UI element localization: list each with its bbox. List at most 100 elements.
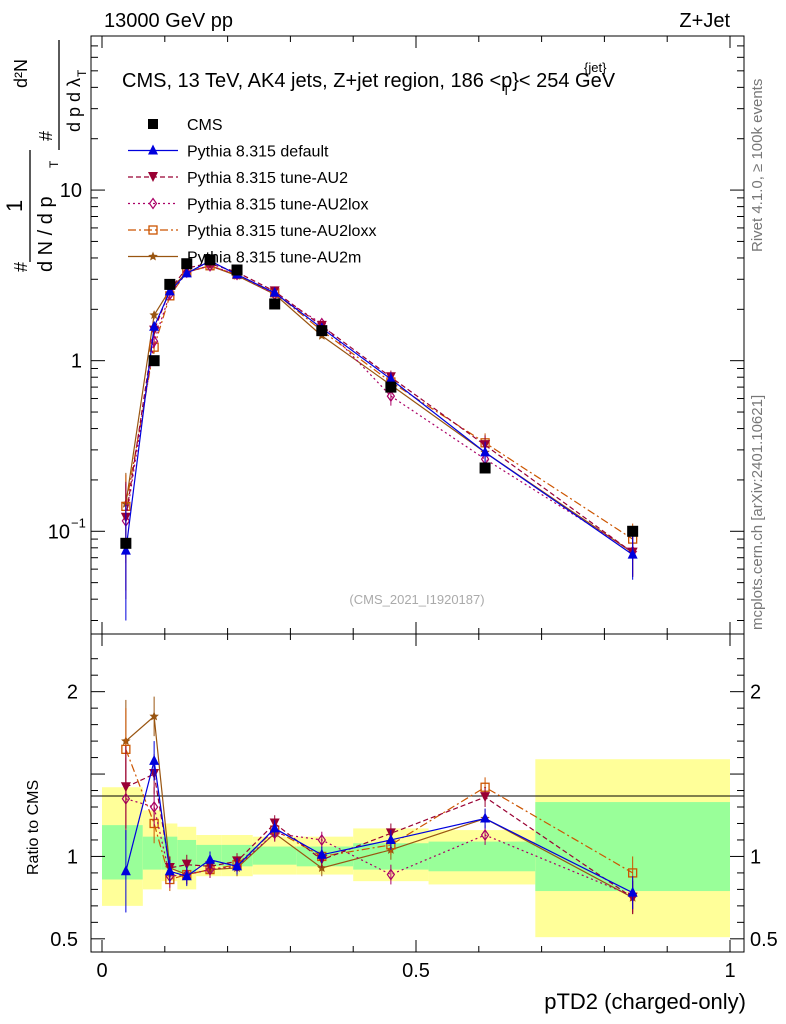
point-au2lox [386,390,396,403]
point-au2lox [149,335,159,348]
header-right: Z+Jet [679,10,730,32]
point-cms [204,254,216,266]
point-default [385,373,396,384]
ylabel-frac2-num: d²N [11,59,31,88]
y-bottom-tick-label: 0.5 [50,929,78,951]
point-cms [269,298,281,310]
series-line-default [125,260,634,556]
ylabel-sub-T1: T [47,160,61,168]
ratio-point-default [316,848,327,859]
ylabel-hash-num: # [36,131,56,141]
header-left: 13000 GeV pp [104,10,233,32]
legend-label-au2m: Pythia 8.315 tune-AU2m [187,250,361,267]
point-default [627,548,638,559]
legend-label-au2: Pythia 8.315 tune-AU2 [187,170,348,187]
legend-marker-au2lox [148,197,158,210]
ratio-point-au2lox [386,868,396,881]
point-cms [181,258,193,270]
point-au2m [149,310,159,320]
ylabel-sub-T2: T [75,69,89,77]
point-default [164,285,175,296]
point-default [120,544,131,555]
point-cms [148,355,160,367]
title-sup: {jet} [584,60,607,75]
band-inner-0 [102,825,143,880]
ratio-point-default [164,865,175,876]
band-inner-6 [252,846,297,865]
ratio-point-default [480,812,491,823]
ratio-line-au2loxx [125,749,633,881]
y-bottom-tick-label: 2 [67,682,78,704]
legend-marker-au2loxx [148,225,158,235]
plot-title: CMS, 13 TeV, AK4 jets, Z+jet region, 186… [122,70,616,98]
band-inner-9 [428,841,536,872]
series-line-au2lox [125,265,633,553]
legend-label-default: Pythia 8.315 default [187,144,329,161]
analysis-watermark: (CMS_2021_I1920187) [349,592,484,607]
y-bottom-tick-label: 1 [67,846,78,868]
x-axis-label: pTD2 (charged-only) [544,989,746,1014]
series-line-au2 [125,263,634,554]
x-tick-label: 0 [96,960,107,982]
series-line-au2loxx [125,265,633,540]
legend-marker-cms [148,119,158,129]
ratio-point-au2m [149,711,159,721]
ratio-point-default [269,822,280,833]
ratio-point-au2lox [205,863,215,876]
ratio-point-au2lox [149,800,159,814]
ratio-point-au2 [181,859,192,870]
y-top-tick-label: 10 [60,180,82,202]
point-cms [479,462,491,474]
point-cms [231,264,243,276]
ratio-point-default [627,886,638,897]
ratio-point-default [149,754,160,765]
ratio-point-au2 [480,792,491,803]
y-top-tick-label: 1 [71,351,82,373]
point-cms [316,325,328,337]
x-tick-label: 0.5 [402,960,430,982]
point-cms [164,278,176,290]
y-bottom-tick-label-right: 1 [750,846,761,868]
ratio-series-layer [120,696,638,915]
legend-label-au2loxx: Pythia 8.315 tune-AU2loxx [187,223,376,240]
ratio-plot-frame [90,633,745,953]
y-top-tick-label: 10 [48,521,70,543]
legend-marker-default [148,144,158,155]
point-default [480,446,491,457]
title-main: CMS, 13 TeV, AK4 jets, Z+jet region, 186… [122,70,512,92]
ratio-point-au2 [120,782,131,793]
ratio-point-default [385,833,396,844]
legend-label-au2lox: Pythia 8.315 tune-AU2lox [187,197,368,214]
point-cms [627,525,639,537]
ratio-point-default [232,860,243,871]
y-axis-label-top: # 1 d N / d p T # d²N d p d λ T [2,40,89,272]
band-inner-1 [142,836,162,870]
ylabel-hash-left: # [11,262,31,272]
ratio-point-default [181,870,192,881]
point-default [269,286,280,297]
ylabel-frac2-den: d p d λ [64,78,84,132]
ratio-point-au2lox [317,833,327,847]
series-line-au2m [125,265,633,554]
ratio-point-default [205,853,216,864]
series-layer [120,254,639,621]
ylabel-frac1-num: 1 [2,200,27,212]
point-cms [385,381,397,393]
point-cms [120,537,132,549]
y-bottom-tick-label-right: 0.5 [750,929,778,951]
mcplots-label: mcplots.cern.ch [arXiv:2401.10621] [749,395,766,630]
ratio-line-au2lox [125,798,633,897]
legend-label-cms: CMS [187,117,223,134]
rivet-label: Rivet 4.1.0, ≥ 100k events [749,79,766,252]
legend-marker-au2m [148,251,158,261]
y-axis-label-bottom: Ratio to CMS [25,780,42,875]
x-tick-label: 1 [724,960,735,982]
ratio-point-au2lox [480,828,490,842]
title-tail: }< 254 GeV [512,70,616,92]
legend: CMS Pythia 8.315 default Pythia 8.315 tune… [128,117,376,267]
point-default [149,320,160,331]
legend-marker-au2 [148,172,158,182]
uncertainty-bands [102,759,730,938]
